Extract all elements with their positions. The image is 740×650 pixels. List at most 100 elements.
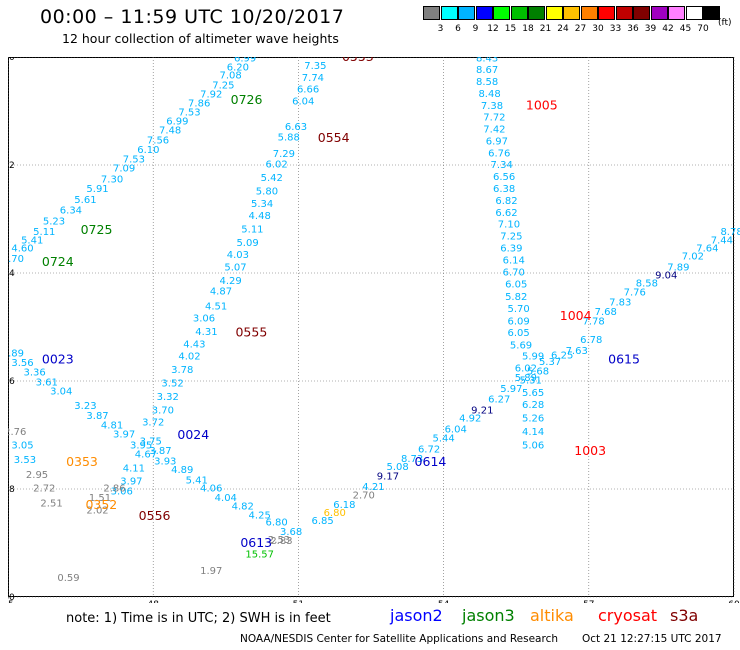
wave-height-value: 6.04 bbox=[292, 97, 314, 108]
pass-time-label: 0725 bbox=[81, 222, 113, 237]
wave-height-value: 5.61 bbox=[74, 195, 96, 206]
wave-height-value: 6.28 bbox=[522, 400, 544, 411]
latitude-tick-label: -58 bbox=[8, 485, 15, 495]
wave-height-value: 7.09 bbox=[113, 163, 135, 174]
wave-height-value: 8.73 bbox=[401, 454, 423, 465]
color-swatch bbox=[703, 6, 720, 20]
pass-time-label: 0555 bbox=[235, 324, 267, 339]
color-swatch bbox=[598, 6, 615, 20]
wave-height-value: 4.92 bbox=[459, 414, 481, 425]
pass-time-label: 0613 bbox=[240, 535, 272, 550]
wave-height-value: 7.02 bbox=[682, 252, 704, 263]
wave-height-value: 6.99 bbox=[234, 57, 256, 64]
wave-height-value: 9.21 bbox=[471, 405, 493, 416]
wave-height-value: 5.44 bbox=[432, 433, 454, 444]
map-border bbox=[8, 57, 734, 597]
map-subtitle: 12 hour collection of altimeter wave hei… bbox=[62, 31, 339, 46]
wave-height-value: 3.75 bbox=[140, 437, 162, 448]
wave-height-value: 9.04 bbox=[655, 270, 677, 281]
wave-height-value: 7.30 bbox=[101, 174, 123, 185]
color-scale-label: 24 bbox=[557, 24, 569, 34]
color-scale-label: 9 bbox=[472, 24, 479, 34]
wave-height-map: 454851545760-50-52-54-56-58-60 8.067.357… bbox=[8, 57, 740, 603]
wave-height-value: 4.21 bbox=[362, 482, 384, 493]
pass-time-label: 0024 bbox=[177, 427, 209, 442]
color-scale-label: 6 bbox=[455, 24, 461, 34]
latitude-tick-label: -56 bbox=[8, 377, 15, 387]
wave-height-value: 5.26 bbox=[522, 414, 544, 425]
wave-height-value: 6.80 bbox=[265, 518, 287, 529]
wave-height-value: 7.72 bbox=[483, 113, 505, 124]
pass-time-label: 0353 bbox=[66, 454, 98, 469]
wave-height-value: 5.23 bbox=[43, 216, 65, 227]
wave-height-value: 3.87 bbox=[149, 446, 171, 457]
wave-height-value: 5.89 bbox=[515, 373, 537, 384]
wave-height-value: 3.32 bbox=[157, 392, 179, 403]
wave-height-value: 1.51 bbox=[89, 493, 111, 504]
wave-height-value: 4.81 bbox=[101, 421, 123, 432]
wave-height-value: 2.83 bbox=[270, 536, 292, 547]
satellite-legend-jason3: jason3 bbox=[462, 606, 515, 625]
wave-height-value: 3.36 bbox=[23, 368, 45, 379]
wave-height-value: 15.57 bbox=[245, 550, 274, 561]
wave-height-value: 4.11 bbox=[123, 464, 145, 475]
wave-height-value: 6.02 bbox=[265, 160, 287, 171]
wave-height-value: 3.68 bbox=[280, 527, 302, 538]
wave-height-readings: 8.067.357.746.666.046.635.887.296.025.42… bbox=[8, 57, 740, 584]
color-swatch bbox=[510, 6, 528, 20]
wave-height-value: 3.05 bbox=[11, 441, 33, 452]
wave-height-value: 4.02 bbox=[178, 351, 200, 362]
wave-height-value: 4.70 bbox=[8, 254, 24, 265]
wave-height-value: 5.37 bbox=[539, 357, 561, 368]
wave-height-value: 4.48 bbox=[249, 211, 271, 222]
color-swatch bbox=[528, 6, 545, 20]
wave-height-value: 6.99 bbox=[166, 117, 188, 128]
wave-height-value: 3.61 bbox=[36, 377, 58, 388]
wave-height-value: 7.68 bbox=[595, 307, 617, 318]
wave-height-value: 7.74 bbox=[302, 73, 324, 84]
wave-height-value: 4.67 bbox=[135, 450, 157, 461]
color-scale-label: 15 bbox=[504, 24, 517, 34]
wave-height-value: 8.78 bbox=[720, 227, 740, 238]
color-swatch bbox=[493, 6, 510, 20]
latitude-tick-label: -52 bbox=[8, 161, 15, 171]
wave-height-value: 4.25 bbox=[249, 511, 271, 522]
wave-height-value: 7.48 bbox=[159, 126, 181, 137]
wave-height-value: 5.41 bbox=[21, 235, 43, 246]
wave-height-value: 7.64 bbox=[696, 243, 718, 254]
axis-labels: 45 48 51 54 57 60 -50 -52 -54 -56 -58 -60 bbox=[8, 57, 740, 603]
wave-height-value: 5.06 bbox=[522, 441, 544, 452]
wave-height-value: 5.07 bbox=[224, 262, 246, 273]
wave-height-value: 3.95 bbox=[130, 441, 152, 452]
color-swatch bbox=[440, 6, 458, 20]
wave-height-value: 7.89 bbox=[667, 262, 689, 273]
wave-height-value: 7.34 bbox=[491, 160, 513, 171]
wave-height-value: 5.99 bbox=[522, 351, 544, 362]
wave-height-value: 3.06 bbox=[193, 314, 215, 325]
wave-height-value: 6.85 bbox=[311, 516, 333, 527]
pass-time-label: 0724 bbox=[42, 254, 74, 269]
wave-height-value: 9.17 bbox=[377, 471, 399, 482]
pass-time-label: 0726 bbox=[231, 92, 263, 107]
footer-note: note: 1) Time is in UTC; 2) SWH is in fe… bbox=[66, 611, 331, 626]
wave-height-value: 6.09 bbox=[507, 316, 529, 327]
wave-height-value: 3.97 bbox=[120, 477, 142, 488]
wave-height-value: 6.39 bbox=[500, 243, 522, 254]
latitude-tick-label: -54 bbox=[8, 269, 15, 279]
wave-height-value: 4.29 bbox=[220, 276, 242, 287]
wave-height-value: 3.78 bbox=[171, 365, 193, 376]
wave-height-value: 2.95 bbox=[26, 470, 48, 481]
wave-height-value: 6.18 bbox=[333, 500, 355, 511]
wave-height-value: 5.65 bbox=[522, 388, 544, 399]
color-scale-label: 12 bbox=[487, 24, 499, 34]
wave-height-value: 7.10 bbox=[498, 220, 520, 231]
longitude-tick-label: 60 bbox=[728, 600, 740, 603]
color-swatch bbox=[668, 6, 685, 20]
longitude-tick-label: 57 bbox=[583, 600, 594, 603]
wave-height-value: 6.02 bbox=[515, 363, 537, 374]
wave-height-value: 3.93 bbox=[154, 457, 176, 468]
wave-height-value: 7.35 bbox=[304, 61, 326, 72]
wave-height-value: 4.89 bbox=[171, 465, 193, 476]
wave-height-value: 6.63 bbox=[285, 122, 307, 133]
color-scale-label: 70 bbox=[697, 24, 709, 34]
